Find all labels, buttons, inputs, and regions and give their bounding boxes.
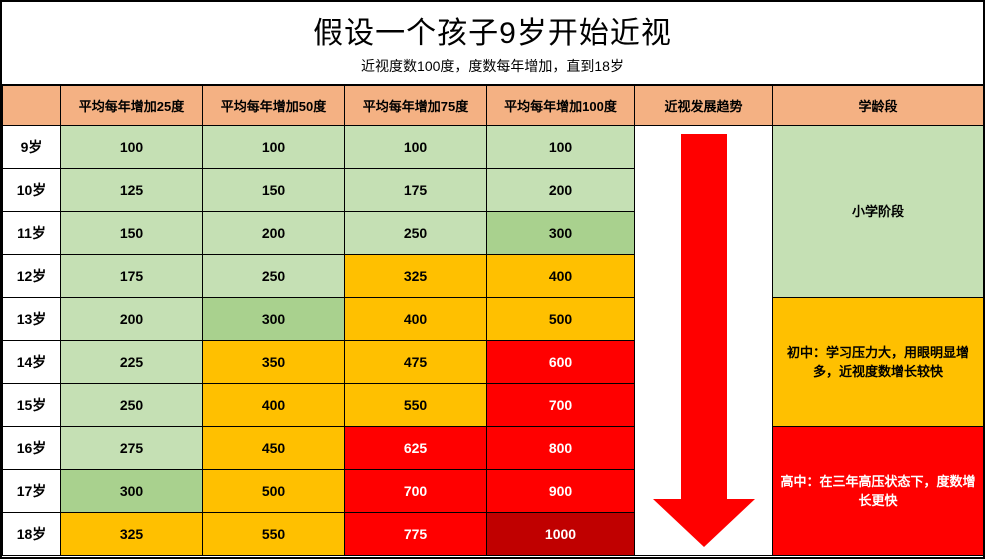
value-cell: 325 xyxy=(345,255,487,298)
age-cell: 14岁 xyxy=(3,341,61,384)
value-cell: 200 xyxy=(487,169,635,212)
age-cell: 17岁 xyxy=(3,470,61,513)
myopia-table: 平均每年增加25度平均每年增加50度平均每年增加75度平均每年增加100度近视发… xyxy=(2,85,984,556)
value-cell: 400 xyxy=(203,384,345,427)
col-header: 学龄段 xyxy=(773,86,984,126)
value-cell: 900 xyxy=(487,470,635,513)
value-cell: 1000 xyxy=(487,513,635,556)
col-header xyxy=(3,86,61,126)
age-cell: 11岁 xyxy=(3,212,61,255)
value-cell: 350 xyxy=(203,341,345,384)
value-cell: 275 xyxy=(61,427,203,470)
value-cell: 325 xyxy=(61,513,203,556)
stage-cell: 初中：学习压力大，用眼明显增多，近视度数增长较快 xyxy=(773,298,984,427)
value-cell: 175 xyxy=(345,169,487,212)
value-cell: 500 xyxy=(203,470,345,513)
value-cell: 625 xyxy=(345,427,487,470)
main-title: 假设一个孩子9岁开始近视 xyxy=(2,8,983,52)
trend-arrow-cell xyxy=(635,126,773,556)
value-cell: 100 xyxy=(345,126,487,169)
value-cell: 450 xyxy=(203,427,345,470)
age-cell: 12岁 xyxy=(3,255,61,298)
value-cell: 475 xyxy=(345,341,487,384)
value-cell: 300 xyxy=(61,470,203,513)
col-header: 平均每年增加25度 xyxy=(61,86,203,126)
age-cell: 9岁 xyxy=(3,126,61,169)
arrow-body-icon xyxy=(681,134,727,500)
value-cell: 600 xyxy=(487,341,635,384)
value-cell: 550 xyxy=(345,384,487,427)
age-cell: 15岁 xyxy=(3,384,61,427)
value-cell: 775 xyxy=(345,513,487,556)
header-row: 平均每年增加25度平均每年增加50度平均每年增加75度平均每年增加100度近视发… xyxy=(3,86,984,126)
infographic-panel: 假设一个孩子9岁开始近视 近视度数100度，度数每年增加，直到18岁 平均每年增… xyxy=(0,0,985,559)
value-cell: 400 xyxy=(487,255,635,298)
col-header: 平均每年增加100度 xyxy=(487,86,635,126)
value-cell: 100 xyxy=(203,126,345,169)
value-cell: 150 xyxy=(61,212,203,255)
value-cell: 225 xyxy=(61,341,203,384)
value-cell: 175 xyxy=(61,255,203,298)
value-cell: 150 xyxy=(203,169,345,212)
value-cell: 200 xyxy=(203,212,345,255)
value-cell: 300 xyxy=(203,298,345,341)
value-cell: 700 xyxy=(345,470,487,513)
value-cell: 550 xyxy=(203,513,345,556)
value-cell: 100 xyxy=(61,126,203,169)
value-cell: 250 xyxy=(345,212,487,255)
value-cell: 700 xyxy=(487,384,635,427)
col-header: 平均每年增加75度 xyxy=(345,86,487,126)
value-cell: 200 xyxy=(61,298,203,341)
subtitle: 近视度数100度，度数每年增加，直到18岁 xyxy=(2,56,983,76)
stage-cell: 高中：在三年高压状态下，度数增长更快 xyxy=(773,427,984,556)
value-cell: 250 xyxy=(61,384,203,427)
value-cell: 250 xyxy=(203,255,345,298)
stage-cell: 小学阶段 xyxy=(773,126,984,298)
age-cell: 10岁 xyxy=(3,169,61,212)
age-cell: 13岁 xyxy=(3,298,61,341)
table-row: 9岁100100100100小学阶段 xyxy=(3,126,984,169)
value-cell: 400 xyxy=(345,298,487,341)
value-cell: 125 xyxy=(61,169,203,212)
col-header: 近视发展趋势 xyxy=(635,86,773,126)
value-cell: 500 xyxy=(487,298,635,341)
table-row: 13岁200300400500初中：学习压力大，用眼明显增多，近视度数增长较快 xyxy=(3,298,984,341)
col-header: 平均每年增加50度 xyxy=(203,86,345,126)
value-cell: 300 xyxy=(487,212,635,255)
title-block: 假设一个孩子9岁开始近视 近视度数100度，度数每年增加，直到18岁 xyxy=(2,2,983,85)
table-row: 16岁275450625800高中：在三年高压状态下，度数增长更快 xyxy=(3,427,984,470)
age-cell: 16岁 xyxy=(3,427,61,470)
arrow-head-icon xyxy=(653,499,755,547)
age-cell: 18岁 xyxy=(3,513,61,556)
value-cell: 100 xyxy=(487,126,635,169)
value-cell: 800 xyxy=(487,427,635,470)
